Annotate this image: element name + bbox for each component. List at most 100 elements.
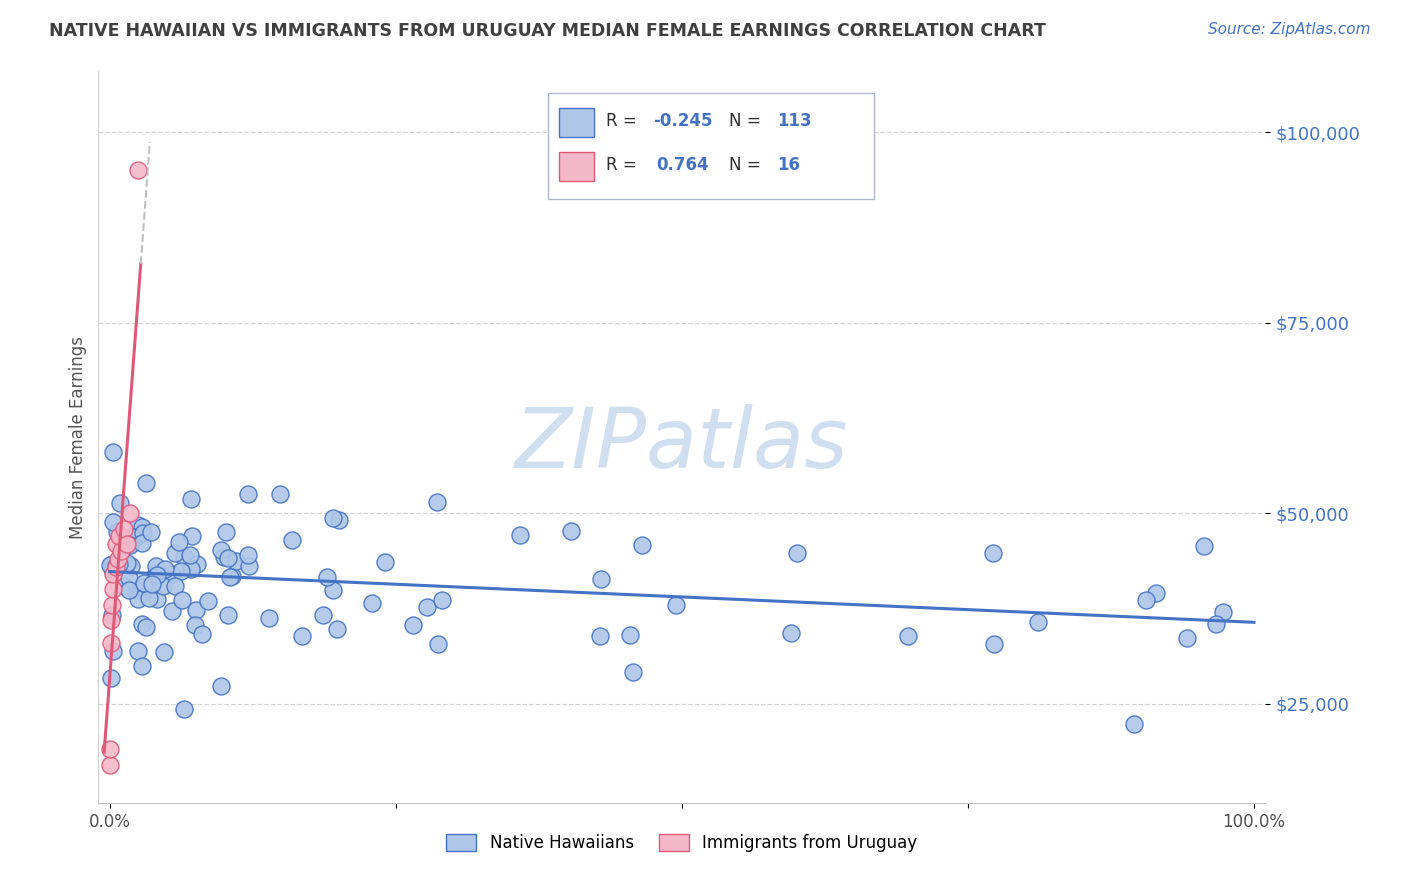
Point [316,569,339,583]
Point [186,558,208,572]
Point [138,591,160,606]
Point [139,524,162,539]
Point [127,163,149,178]
Point [225,554,247,568]
Point [131,659,153,673]
Point [165,546,187,560]
Point [215,524,238,539]
Point [591,572,613,586]
Point [103,582,125,597]
Point [115,537,138,551]
Point [169,564,191,578]
Point [236,486,259,500]
Point [1135,593,1157,607]
Point [105,558,128,573]
Point [430,593,453,607]
Point [127,644,149,658]
Point [560,524,582,538]
Legend: Native Hawaiians, Immigrants from Uruguay: Native Hawaiians, Immigrants from Urugua… [439,825,925,860]
Text: 0.764: 0.764 [657,156,709,174]
Point [112,521,135,535]
Point [173,549,195,564]
Point [103,515,125,529]
Point [101,562,124,576]
Point [110,549,132,563]
Point [107,552,129,566]
Point [117,571,139,585]
Text: N =: N = [728,112,765,130]
Point [104,537,127,551]
Point [101,598,124,612]
Point [98,742,121,756]
Point [631,538,654,552]
Point [132,580,155,594]
Point [1144,585,1167,599]
Point [112,578,135,592]
Point [152,578,174,592]
Point [153,645,176,659]
Point [214,549,236,564]
Point [209,543,232,558]
Point [1026,615,1049,630]
Point [312,608,335,623]
Point [983,637,1005,651]
Point [131,520,153,534]
Point [124,583,146,598]
Point [173,702,195,716]
Point [146,592,169,607]
Point [105,524,128,539]
Point [191,627,214,641]
Point [619,628,641,642]
Point [115,556,138,570]
Point [219,569,242,583]
Point [1212,605,1234,619]
FancyBboxPatch shape [548,94,875,200]
Point [257,610,280,624]
Point [238,559,260,574]
Point [897,629,920,643]
Text: Source: ZipAtlas.com: Source: ZipAtlas.com [1208,22,1371,37]
Point [401,617,423,632]
Point [621,665,644,679]
Point [1122,716,1144,731]
Point [180,529,202,543]
Point [280,533,302,547]
Point [326,622,349,636]
Point [110,544,132,558]
Point [108,558,131,572]
Point [179,492,201,507]
Point [98,558,121,572]
Point [236,549,259,563]
Point [120,539,142,553]
Point [1175,631,1198,645]
Point [117,538,139,552]
Text: -0.245: -0.245 [652,112,713,130]
Point [217,608,239,623]
Point [328,513,350,527]
Point [415,599,437,614]
Point [135,475,157,490]
Point [120,558,142,573]
Point [118,582,141,597]
Point [160,604,183,618]
Point [217,551,239,566]
Point [145,559,167,574]
Point [127,517,149,532]
Point [145,566,167,580]
Point [269,487,291,501]
Point [127,591,149,606]
Point [291,629,314,643]
Bar [560,152,595,181]
Point [184,617,207,632]
Point [101,607,124,622]
Point [170,592,193,607]
Point [197,594,219,608]
Point [426,494,449,508]
Point [120,506,142,520]
Point [167,534,190,549]
Text: ZIPatlas: ZIPatlas [515,404,849,485]
Point [509,527,531,541]
Point [1205,616,1227,631]
Point [100,613,122,627]
Point [135,620,157,634]
